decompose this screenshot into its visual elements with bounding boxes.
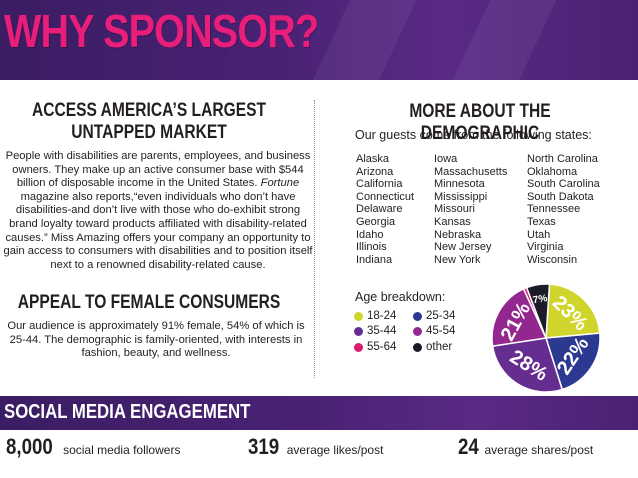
female-paragraph: Our audience is approximately 91% female… bbox=[7, 320, 305, 360]
state-item: North Carolina bbox=[527, 153, 598, 165]
stat-shares: 24 average shares/post bbox=[458, 434, 593, 460]
states-column-2: Iowa Massachusetts Minnesota Mississippi Mis… bbox=[434, 153, 507, 266]
state-item: Nebraska bbox=[434, 228, 482, 241]
stat-label: average likes/post bbox=[286, 443, 384, 457]
footer-banner: SOCIAL MEDIA ENGAGEMENT bbox=[0, 396, 638, 430]
state-item: Delaware bbox=[356, 203, 403, 216]
legend-item: 45-54 bbox=[413, 325, 455, 337]
age-pie-chart: 23% 22% 28% 21% 7% bbox=[490, 282, 602, 394]
state-item: Idaho bbox=[356, 228, 384, 241]
state-item: Utah bbox=[527, 228, 551, 241]
legend-item: 25-34 bbox=[413, 310, 455, 322]
paragraph-text: magazine also reports,“even individuals … bbox=[3, 190, 313, 271]
pie-svg: 23%22%28%21%7% bbox=[491, 283, 601, 393]
legend-label: other bbox=[426, 341, 453, 353]
state-item: South Carolina bbox=[527, 178, 600, 191]
state-item: New Jersey bbox=[434, 241, 492, 254]
paragraph-text: People with disabilities are parents, em… bbox=[5, 150, 311, 190]
section-heading-market: ACCESS AMERICA’S LARGEST UNTAPPED MARKET bbox=[10, 100, 287, 144]
state-item: Oklahoma bbox=[527, 165, 578, 178]
state-item: Georgia bbox=[356, 215, 396, 228]
section-heading-female: APPEAL TO FEMALE CONSUMERS bbox=[17, 292, 281, 313]
states-intro: Our guests come from the following state… bbox=[355, 128, 592, 142]
state-item: Alaska bbox=[356, 153, 390, 165]
state-item: New York bbox=[434, 253, 481, 266]
state-item: Iowa bbox=[434, 153, 458, 165]
state-item: Kansas bbox=[434, 215, 471, 228]
legend-swatch bbox=[413, 342, 422, 352]
legend-item: other bbox=[413, 341, 452, 353]
state-item: Illinois bbox=[356, 241, 387, 254]
page-title: WHY SPONSOR? bbox=[4, 5, 319, 57]
state-item: Tennessee bbox=[527, 203, 581, 216]
stat-followers: 8,000 social media followers bbox=[6, 434, 180, 460]
states-column-3: North Carolina Oklahoma South Carolina Sout… bbox=[527, 153, 600, 266]
pie-slice bbox=[545, 283, 601, 339]
stat-likes: 319 average likes/post bbox=[248, 434, 383, 460]
stat-value: 319 bbox=[248, 434, 280, 459]
states-column-1: Alaska Arizona California Connecticut Delawa… bbox=[356, 153, 414, 266]
stat-label: social media followers bbox=[63, 443, 181, 457]
legend-label: 55-64 bbox=[367, 341, 397, 353]
legend-swatch bbox=[354, 311, 363, 321]
legend-label: 18-24 bbox=[367, 310, 397, 322]
stat-label: average shares/post bbox=[484, 443, 594, 457]
legend-label: 45-54 bbox=[426, 325, 456, 337]
state-item: Texas bbox=[527, 215, 556, 228]
state-item: California bbox=[356, 178, 403, 191]
state-item: Missouri bbox=[434, 203, 475, 216]
state-item: Wisconsin bbox=[527, 253, 578, 266]
stat-value: 24 bbox=[458, 434, 479, 459]
legend-swatch bbox=[413, 326, 422, 336]
market-paragraph: People with disabilities are parents, em… bbox=[2, 150, 314, 272]
legend-swatch bbox=[354, 326, 363, 336]
header-banner: WHY SPONSOR? bbox=[0, 0, 638, 80]
legend-label: 35-44 bbox=[367, 325, 397, 337]
header-decoration bbox=[434, 0, 566, 80]
legend-item: 35-44 bbox=[354, 325, 396, 337]
section-heading-demographic: MORE ABOUT THE DEMOGRAPHIC bbox=[409, 101, 551, 144]
stat-value: 8,000 bbox=[6, 434, 53, 459]
state-item: Mississippi bbox=[434, 190, 488, 203]
age-breakdown-title: Age breakdown: bbox=[355, 290, 446, 304]
state-item: Massachusetts bbox=[434, 165, 508, 178]
pie-slice bbox=[525, 283, 551, 339]
paragraph-italic: Fortune bbox=[260, 177, 300, 190]
state-item: Indiana bbox=[356, 253, 393, 266]
footer-title: SOCIAL MEDIA ENGAGEMENT bbox=[4, 401, 251, 423]
pie-slice bbox=[491, 287, 548, 347]
pie-slice bbox=[545, 332, 601, 391]
legend-swatch bbox=[413, 311, 422, 321]
pie-slice-label: 7% bbox=[532, 293, 548, 306]
state-item: Connecticut bbox=[356, 190, 415, 203]
column-divider bbox=[314, 100, 315, 378]
heading-line: UNTAPPED MARKET bbox=[71, 122, 227, 143]
legend-label: 25-34 bbox=[426, 310, 456, 322]
pie-slice bbox=[491, 337, 564, 393]
state-item: South Dakota bbox=[527, 190, 594, 203]
state-item: Arizona bbox=[356, 165, 394, 178]
legend-item: 18-24 bbox=[354, 310, 396, 322]
state-item: Virginia bbox=[527, 241, 564, 254]
legend-item: 55-64 bbox=[354, 341, 396, 353]
state-item: Minnesota bbox=[434, 178, 485, 191]
heading-line: ACCESS AMERICA’S LARGEST bbox=[31, 100, 267, 121]
legend-swatch bbox=[354, 342, 363, 352]
